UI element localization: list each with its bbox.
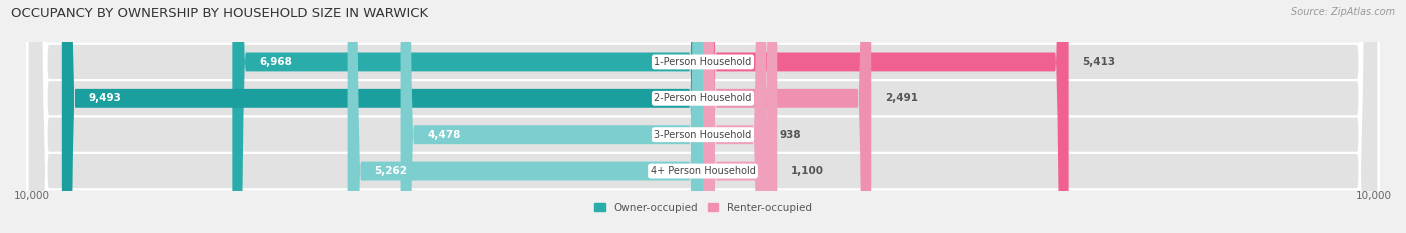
- Text: 1-Person Household: 1-Person Household: [654, 57, 752, 67]
- FancyBboxPatch shape: [703, 0, 778, 233]
- FancyBboxPatch shape: [28, 0, 1378, 233]
- Text: 4+ Person Household: 4+ Person Household: [651, 166, 755, 176]
- FancyBboxPatch shape: [62, 0, 703, 233]
- FancyBboxPatch shape: [347, 0, 703, 233]
- Text: 938: 938: [780, 130, 801, 140]
- FancyBboxPatch shape: [232, 0, 703, 233]
- Text: 5,262: 5,262: [374, 166, 408, 176]
- Text: 3-Person Household: 3-Person Household: [654, 130, 752, 140]
- Text: OCCUPANCY BY OWNERSHIP BY HOUSEHOLD SIZE IN WARWICK: OCCUPANCY BY OWNERSHIP BY HOUSEHOLD SIZE…: [11, 7, 429, 20]
- Text: 1,100: 1,100: [790, 166, 824, 176]
- Text: 2-Person Household: 2-Person Household: [654, 93, 752, 103]
- FancyBboxPatch shape: [401, 0, 703, 233]
- Text: 2,491: 2,491: [884, 93, 918, 103]
- FancyBboxPatch shape: [28, 0, 1378, 233]
- FancyBboxPatch shape: [703, 0, 766, 233]
- FancyBboxPatch shape: [703, 0, 872, 233]
- FancyBboxPatch shape: [28, 0, 1378, 233]
- Text: 4,478: 4,478: [427, 130, 461, 140]
- FancyBboxPatch shape: [28, 0, 1378, 233]
- Text: 10,000: 10,000: [1355, 191, 1392, 201]
- Text: 9,493: 9,493: [89, 93, 122, 103]
- FancyBboxPatch shape: [703, 0, 1069, 233]
- Text: 5,413: 5,413: [1083, 57, 1115, 67]
- Text: Source: ZipAtlas.com: Source: ZipAtlas.com: [1291, 7, 1395, 17]
- Text: 6,968: 6,968: [259, 57, 292, 67]
- Text: 10,000: 10,000: [14, 191, 51, 201]
- Legend: Owner-occupied, Renter-occupied: Owner-occupied, Renter-occupied: [595, 203, 811, 213]
